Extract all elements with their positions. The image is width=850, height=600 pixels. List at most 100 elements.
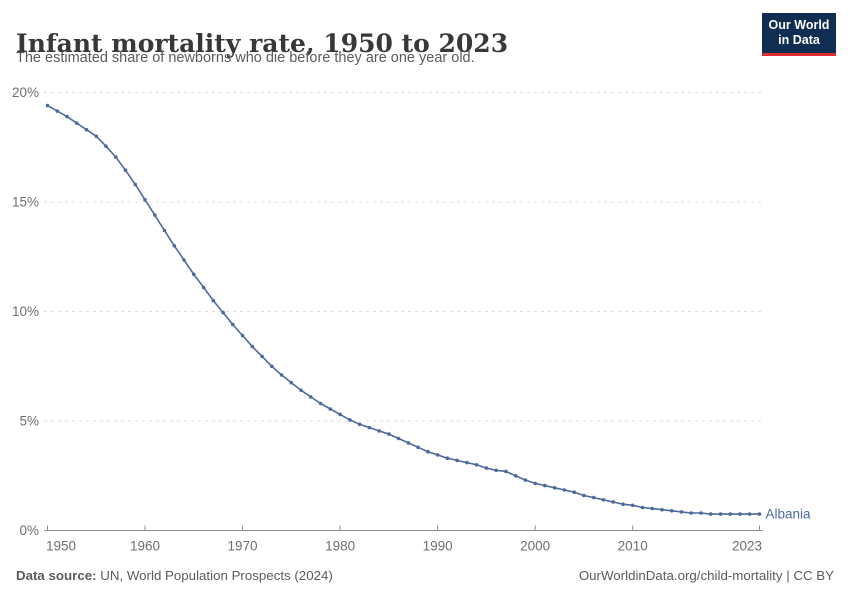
data-point-marker[interactable] xyxy=(221,310,225,315)
data-point-marker[interactable] xyxy=(650,506,654,511)
data-point-marker[interactable] xyxy=(494,468,499,473)
data-point-marker[interactable] xyxy=(192,272,196,277)
x-axis-label: 1960 xyxy=(130,539,160,554)
data-point-marker[interactable] xyxy=(338,412,342,417)
x-axis-label: 2023 xyxy=(732,539,762,554)
y-axis-label: 15% xyxy=(12,195,39,210)
data-point-marker[interactable] xyxy=(406,441,411,445)
data-point-marker[interactable] xyxy=(679,510,684,514)
data-source-text: UN, World Population Prospects (2024) xyxy=(96,568,333,583)
data-point-marker[interactable] xyxy=(94,134,99,139)
chart-footer: Data source: UN, World Population Prospe… xyxy=(16,568,834,583)
data-point-marker[interactable] xyxy=(367,425,372,430)
data-point-marker[interactable] xyxy=(65,114,69,119)
data-point-marker[interactable] xyxy=(611,500,615,504)
data-point-marker[interactable] xyxy=(591,495,596,500)
data-point-marker[interactable] xyxy=(133,182,138,187)
page-title: Infant mortality rate, 1950 to 2023 xyxy=(16,28,509,58)
data-point-marker[interactable] xyxy=(669,509,674,513)
data-point-marker[interactable] xyxy=(552,486,557,490)
data-point-marker[interactable] xyxy=(718,512,723,516)
data-point-marker[interactable] xyxy=(299,388,303,393)
data-point-marker[interactable] xyxy=(162,228,167,233)
data-point-marker[interactable] xyxy=(231,322,235,327)
data-point-marker[interactable] xyxy=(357,422,362,427)
data-series-line[interactable] xyxy=(46,104,761,515)
data-point-marker[interactable] xyxy=(396,436,401,441)
data-point-marker[interactable] xyxy=(328,407,333,411)
x-axis-label: 1950 xyxy=(46,539,76,554)
data-point-marker[interactable] xyxy=(708,512,713,516)
data-point-marker[interactable] xyxy=(172,244,177,248)
chart-subtitle: The estimated share of newborns who die … xyxy=(16,50,475,66)
data-point-marker[interactable] xyxy=(55,109,60,113)
data-point-marker[interactable] xyxy=(582,493,586,498)
data-point-marker[interactable] xyxy=(182,258,186,262)
x-axis-label: 1980 xyxy=(325,539,355,554)
data-point-marker[interactable] xyxy=(123,168,128,172)
data-point-marker[interactable] xyxy=(533,481,537,486)
data-point-marker[interactable] xyxy=(250,344,255,349)
data-point-marker[interactable] xyxy=(747,512,752,516)
data-point-marker[interactable] xyxy=(211,298,216,303)
data-point-marker[interactable] xyxy=(484,466,489,470)
data-point-marker[interactable] xyxy=(504,469,508,474)
data-point-marker[interactable] xyxy=(318,401,323,406)
data-point-marker[interactable] xyxy=(435,453,440,457)
data-point-marker[interactable] xyxy=(474,463,479,467)
x-axis-label: 1990 xyxy=(423,539,453,554)
data-point-marker[interactable] xyxy=(279,373,284,377)
data-point-marker[interactable] xyxy=(465,460,469,465)
data-point-marker[interactable] xyxy=(309,395,313,399)
data-point-marker[interactable] xyxy=(104,144,108,148)
owid-logo-line1: Our World xyxy=(768,18,830,32)
data-point-marker[interactable] xyxy=(601,498,606,502)
data-point-marker[interactable] xyxy=(640,505,645,510)
y-axis-label: 5% xyxy=(19,414,39,429)
data-point-marker[interactable] xyxy=(562,488,567,492)
data-point-marker[interactable] xyxy=(260,354,264,359)
data-point-marker[interactable] xyxy=(75,121,79,125)
data-point-marker[interactable] xyxy=(348,418,352,422)
data-point-marker[interactable] xyxy=(201,285,206,290)
data-point-marker[interactable] xyxy=(523,478,528,482)
data-point-marker[interactable] xyxy=(660,507,664,512)
data-point-marker[interactable] xyxy=(728,512,732,516)
data-point-marker[interactable] xyxy=(738,512,742,516)
data-point-marker[interactable] xyxy=(416,445,420,450)
data-point-marker[interactable] xyxy=(426,449,430,454)
data-point-marker[interactable] xyxy=(699,511,703,515)
footer-license-link[interactable]: OurWorldinData.org/child-mortality | CC … xyxy=(578,568,834,583)
owid-logo[interactable]: Our World in Data xyxy=(762,13,836,56)
data-point-marker[interactable] xyxy=(689,511,693,515)
x-axis-label: 2000 xyxy=(520,539,550,554)
data-point-marker[interactable] xyxy=(455,458,459,463)
x-axis-label: 2010 xyxy=(618,539,648,554)
data-point-marker[interactable] xyxy=(153,213,157,217)
data-point-marker[interactable] xyxy=(387,432,391,436)
data-point-marker[interactable] xyxy=(240,333,245,338)
data-point-marker[interactable] xyxy=(377,429,381,433)
data-point-marker[interactable] xyxy=(143,198,147,202)
data-point-marker[interactable] xyxy=(84,127,89,132)
data-point-marker[interactable] xyxy=(621,502,625,507)
y-axis-label: 0% xyxy=(19,523,39,538)
data-point-marker[interactable] xyxy=(630,503,635,508)
data-point-marker[interactable] xyxy=(114,155,118,159)
data-point-marker[interactable] xyxy=(270,364,274,369)
data-point-marker[interactable] xyxy=(757,512,762,516)
data-point-marker[interactable] xyxy=(45,103,50,108)
y-axis-label: 20% xyxy=(12,85,39,100)
data-point-marker[interactable] xyxy=(572,490,576,495)
y-axis-label: 10% xyxy=(12,304,39,319)
data-point-marker[interactable] xyxy=(289,380,294,385)
x-axis-label: 1970 xyxy=(228,539,258,554)
series-end-label[interactable]: Albania xyxy=(765,507,811,522)
owid-logo-line2: in Data xyxy=(778,33,820,48)
data-source-label: Data source: xyxy=(16,568,97,583)
data-point-marker[interactable] xyxy=(445,456,450,461)
data-point-marker[interactable] xyxy=(543,483,547,488)
data-point-marker[interactable] xyxy=(513,474,518,478)
